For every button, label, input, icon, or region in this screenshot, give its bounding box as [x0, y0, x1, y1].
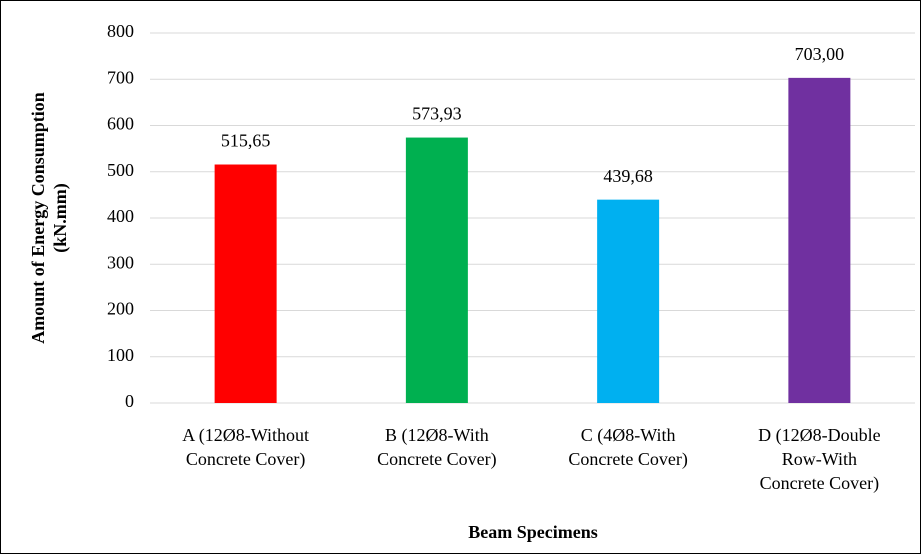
y-tick-label: 300	[107, 252, 134, 272]
x-tick-label: A (12Ø8-Without	[182, 425, 309, 446]
y-tick-label: 500	[107, 160, 134, 180]
bar	[214, 164, 277, 403]
x-tick-label: B (12Ø8-With	[385, 425, 489, 446]
bar	[788, 77, 851, 404]
data-label: 515,65	[221, 131, 271, 151]
x-tick-label: Row-With	[782, 449, 857, 469]
y-axis-title-line: Amount of Energy Consumption	[28, 92, 48, 344]
x-tick-label: Concrete Cover)	[760, 473, 879, 494]
y-tick-label: 200	[107, 299, 134, 319]
x-tick-label: Concrete Cover)	[568, 449, 687, 470]
data-label: 573,93	[412, 104, 462, 124]
y-axis-title-line: (kN.mm)	[50, 183, 71, 253]
bar	[405, 137, 468, 403]
bar	[597, 199, 660, 403]
y-tick-label: 100	[107, 345, 134, 365]
x-tick-label: D (12Ø8-Double	[758, 425, 880, 446]
y-axis-title: Amount of Energy Consumption (kN.mm)	[28, 92, 71, 344]
y-tick-label: 0	[125, 391, 134, 411]
x-axis-title: Beam Specimens	[468, 522, 598, 542]
data-label: 439,68	[603, 166, 653, 186]
x-tick-label: C (4Ø8-With	[581, 425, 676, 446]
y-tick-label: 700	[107, 67, 134, 87]
y-tick-label: 400	[107, 206, 134, 226]
x-tick-label: Concrete Cover)	[186, 449, 305, 470]
y-tick-label: 600	[107, 114, 134, 134]
data-label: 703,00	[795, 44, 845, 64]
y-tick-label: 800	[107, 21, 134, 41]
x-tick-label: Concrete Cover)	[377, 449, 496, 470]
